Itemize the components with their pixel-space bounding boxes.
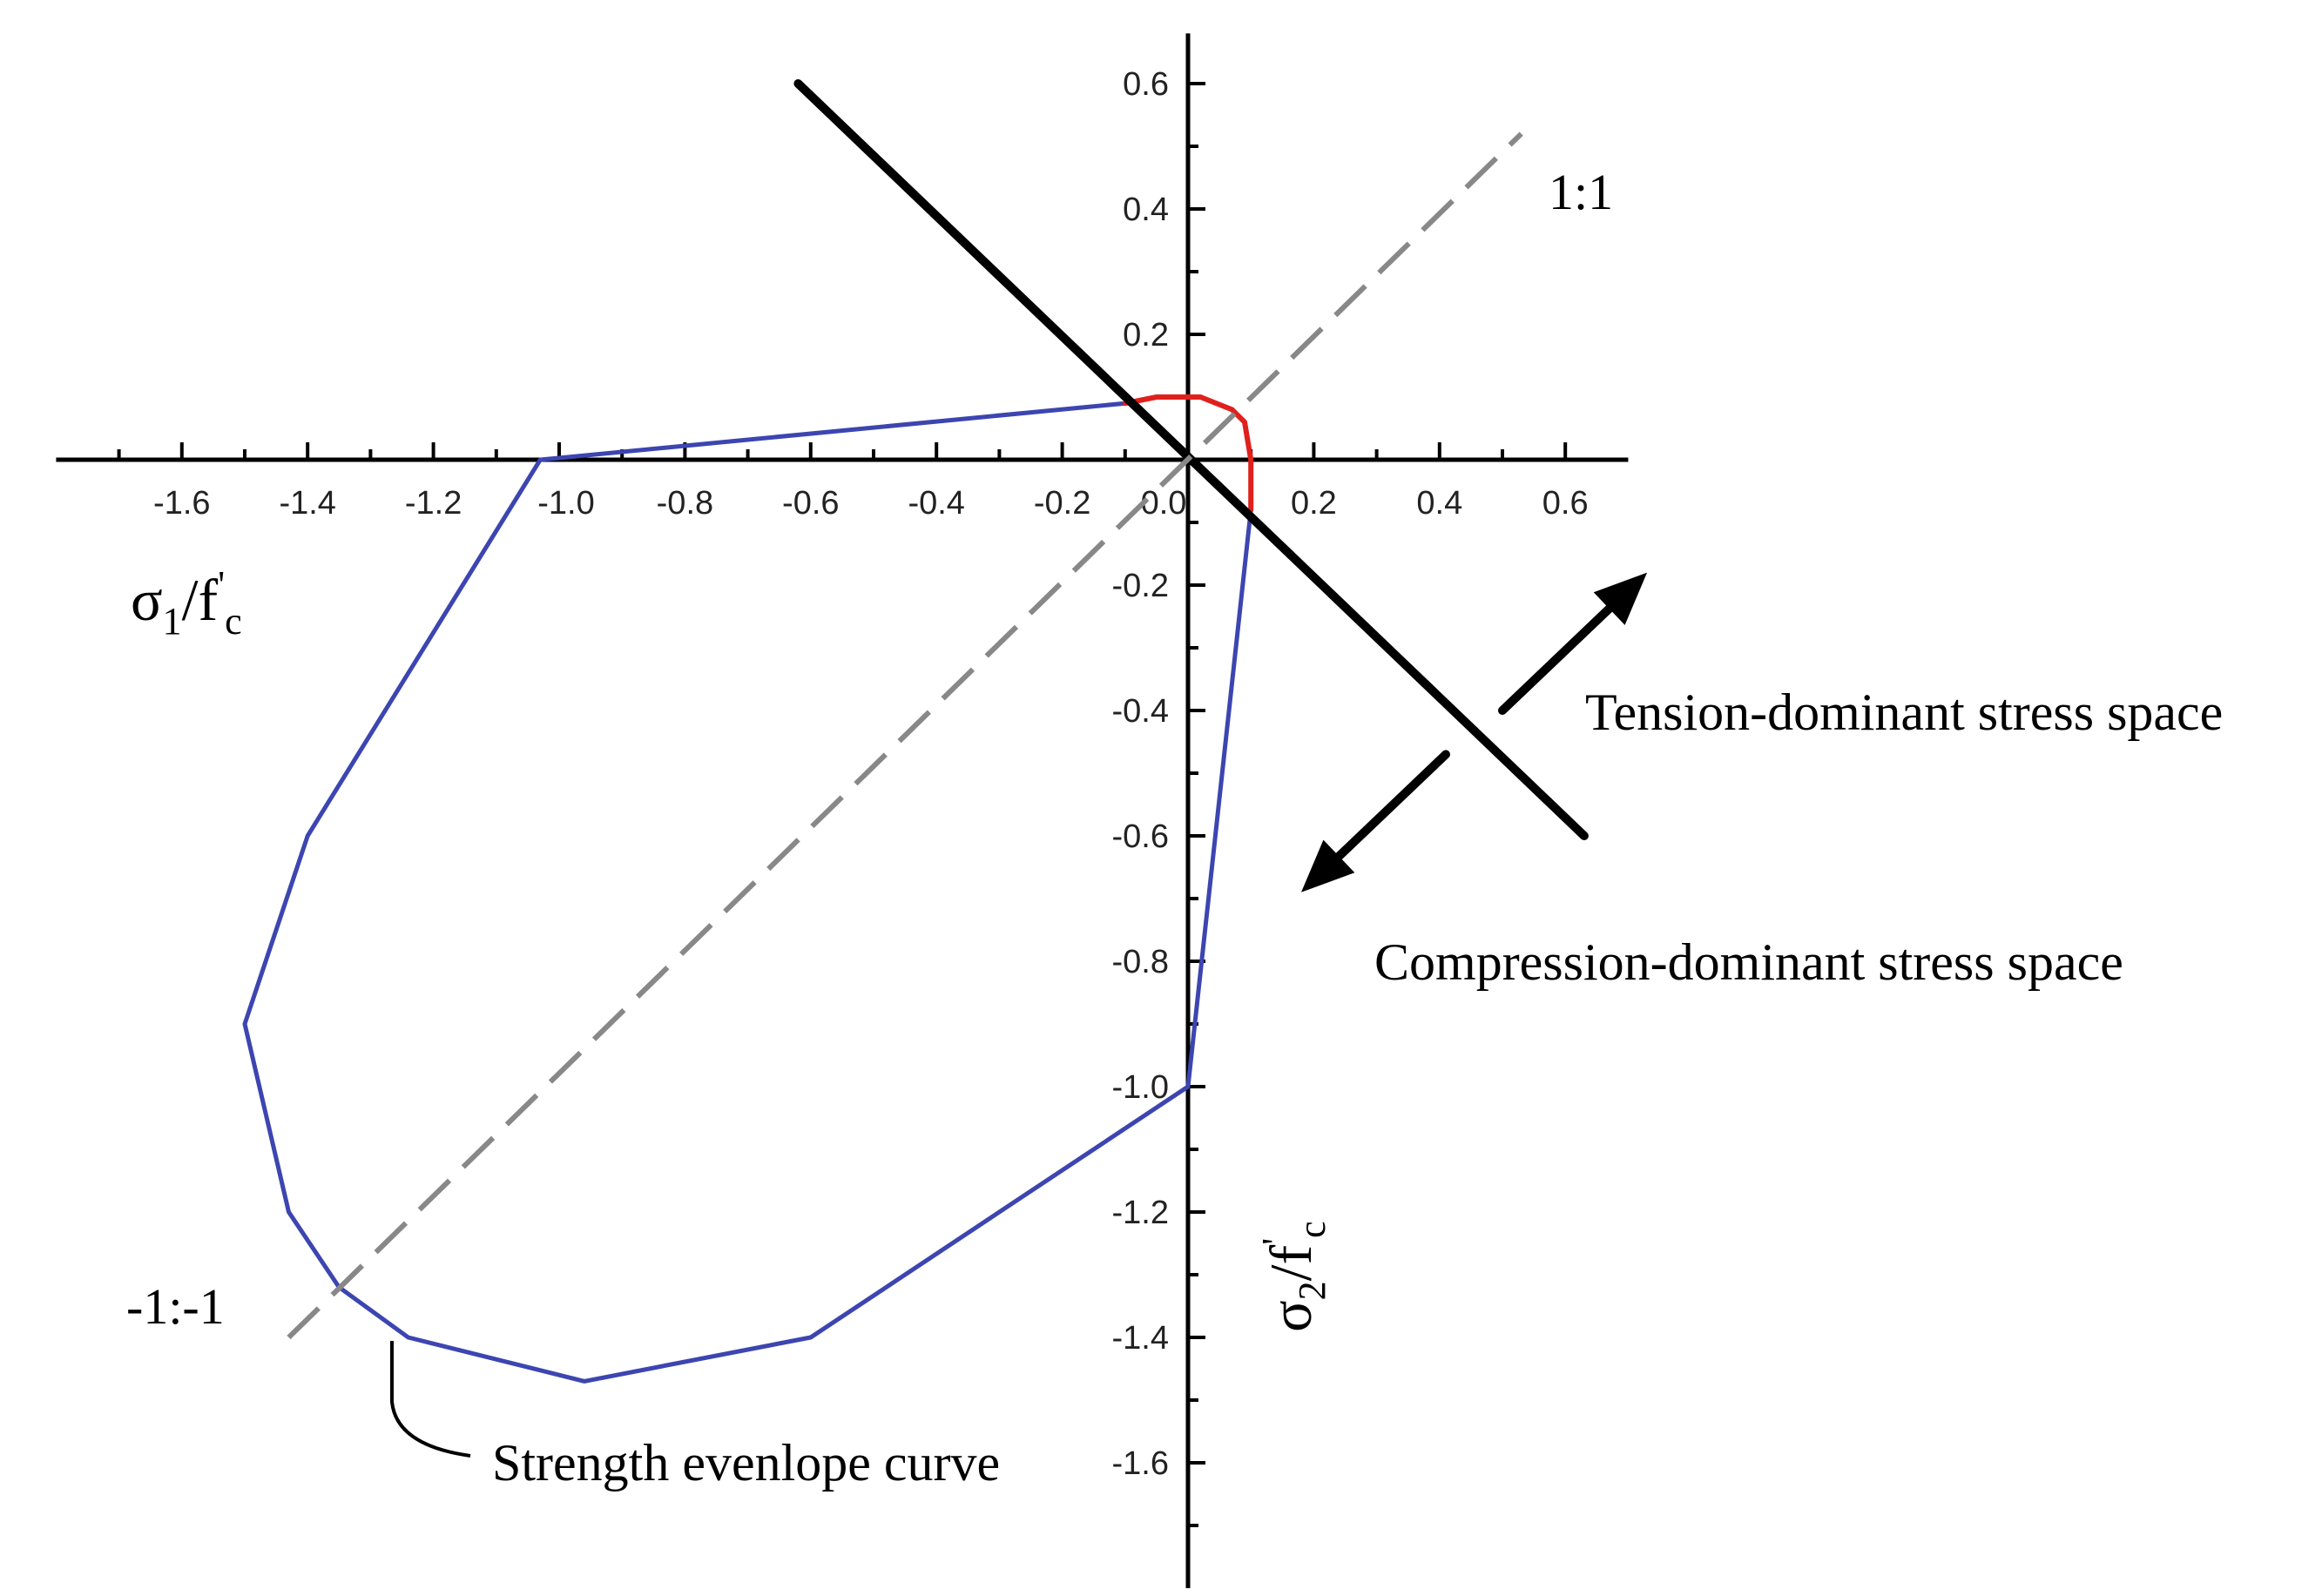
tension-label: Tension-dominant stress space: [1585, 684, 2223, 741]
ratio-pos-label: 1:1: [1549, 164, 1613, 220]
tension-arrow-shaft: [1498, 604, 1614, 715]
envelope-label: Strength evenlope curve: [492, 1434, 1000, 1492]
envelope-curve: [242, 401, 1253, 1384]
tension-arrow-head: [1593, 572, 1648, 625]
x-tick-label: -0.6: [782, 485, 839, 522]
y-tick-label: -0.8: [1112, 944, 1169, 980]
y-tick-label: 0.4: [1123, 192, 1169, 228]
x-tick-label: -0.8: [657, 485, 713, 522]
x-tick-label: -1.4: [279, 485, 335, 522]
x-tick-label: -0.2: [1034, 485, 1090, 522]
x-tick-label: -1.6: [153, 485, 210, 522]
y-tick-label: 0.6: [1123, 66, 1169, 103]
y-tick-label: -1.0: [1112, 1069, 1169, 1106]
x-tick-label: 0.6: [1542, 485, 1589, 522]
axes: -1.6 -1.4 -1.2 -1.0 -0.8 -0.6 -0.4 -0.2 0.0 0.2 0.…: [56, 33, 1629, 1588]
x-ticks: -1.6 -1.4 -1.2 -1.0 -0.8 -0.6 -0.4 -0.2 0.0 0.2 0.…: [117, 442, 1589, 522]
x-tick-label: 0.0: [1141, 485, 1187, 522]
y-tick-label: 0.2: [1123, 317, 1169, 354]
series: [242, 79, 1589, 1384]
x-axis-label: σ1/f'c: [131, 563, 242, 643]
y-tick-label: -1.6: [1112, 1445, 1169, 1482]
y-tick-label: -0.6: [1112, 818, 1169, 855]
y-tick-label: -0.4: [1112, 693, 1169, 730]
y-ticks: 0.6 0.4 0.2 -0.2 -0.4 -0.6 -0.8 -1.0 -1.2 -1.4 -1.…: [1112, 66, 1205, 1527]
envelope-callout-line: [390, 1341, 471, 1458]
y-axis-label: σ2/f'c: [1254, 1221, 1333, 1332]
compression-arrow-head: [1300, 839, 1355, 892]
x-tick-label: 0.2: [1291, 485, 1337, 522]
x-tick-label: 0.4: [1416, 485, 1462, 522]
diagonal-ratio-line: [287, 131, 1523, 1340]
ratio-neg-label: -1:-1: [126, 1278, 225, 1335]
arrows: [1300, 572, 1648, 892]
tension-cap-curve: [1122, 394, 1254, 513]
x-tick-label: -0.4: [908, 485, 964, 522]
x-tick-label: -1.0: [537, 485, 594, 522]
y-tick-label: -1.2: [1112, 1195, 1169, 1231]
y-tick-label: -0.2: [1112, 568, 1169, 604]
x-tick-label: -1.2: [405, 485, 462, 522]
compression-label: Compression-dominant stress space: [1374, 933, 2123, 991]
compression-arrow-shaft: [1334, 750, 1451, 861]
y-tick-label: -1.4: [1112, 1320, 1169, 1357]
